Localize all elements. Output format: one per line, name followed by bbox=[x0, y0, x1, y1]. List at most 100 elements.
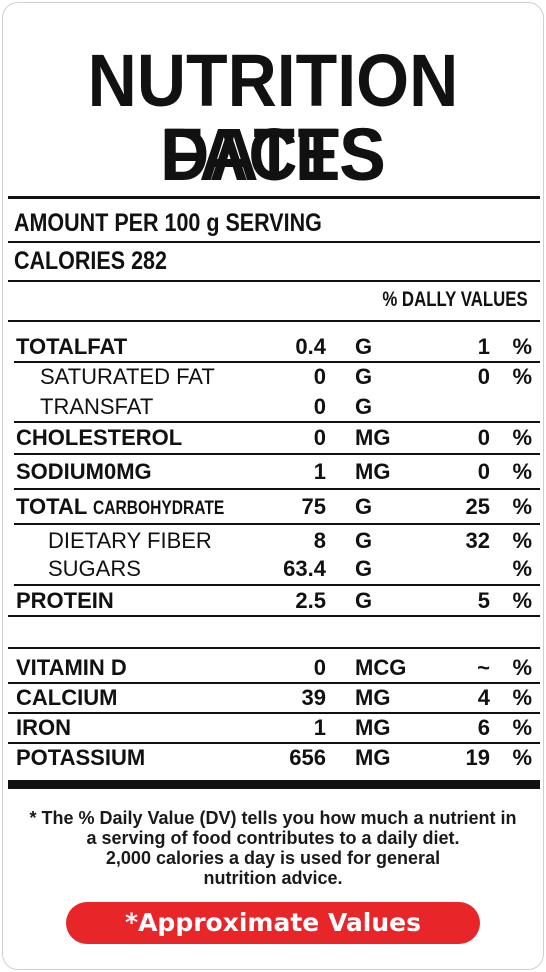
approximate-values-badge: *Approximate Values bbox=[66, 902, 480, 944]
nutrient-dv: 0 bbox=[477, 459, 490, 484]
percent-sign: % bbox=[512, 556, 532, 581]
nutrient-row-saturated-fat: SATURATED FAT 0 G 0 % bbox=[0, 362, 546, 392]
percent-sign: % bbox=[512, 494, 532, 519]
percent-sign: % bbox=[512, 588, 532, 613]
nutrient-row-iron: IRON 1 MG 6 % bbox=[0, 713, 546, 743]
divider bbox=[8, 647, 540, 649]
nutrient-name: CHOLESTEROL bbox=[16, 425, 183, 450]
nutrient-amount: 39 bbox=[301, 685, 326, 710]
nutrient-unit: MG bbox=[355, 425, 391, 450]
nutrient-unit: MG bbox=[355, 745, 391, 770]
nutrient-dv: 5 bbox=[477, 588, 490, 613]
nutrient-unit: G bbox=[355, 528, 373, 553]
percent-sign: % bbox=[512, 364, 532, 389]
calories: CALORIES 282 bbox=[14, 247, 167, 275]
nutrient-name: SATURATED FAT bbox=[40, 364, 215, 389]
divider bbox=[14, 453, 540, 455]
nutrient-row-sugars: SUGARS 63.4 G % bbox=[0, 554, 546, 584]
percent-sign: % bbox=[512, 528, 532, 553]
nutrient-row-cholesterol: CHOLESTEROL 0 MG 0 % bbox=[0, 423, 546, 453]
nutrient-amount: 0 bbox=[313, 394, 326, 419]
nutrient-unit: G bbox=[355, 494, 373, 519]
divider bbox=[8, 712, 540, 714]
footnote-line: a serving of food contributes to a daily… bbox=[86, 828, 460, 848]
thick-divider bbox=[8, 780, 540, 789]
nutrient-name: SODIUM0MG bbox=[16, 459, 152, 484]
nutrient-amount: 0 bbox=[313, 655, 326, 680]
divider bbox=[8, 241, 540, 243]
nutrient-row-protein: PROTEIN 2.5 G 5 % bbox=[0, 586, 546, 616]
nutrient-unit: G bbox=[355, 394, 373, 419]
nutrient-amount: 2.5 bbox=[295, 588, 326, 613]
nutrient-row-total-fat: TOTALFAT 0.4 G 1 % bbox=[0, 332, 546, 362]
nutrient-unit: MG bbox=[355, 715, 391, 740]
daily-values-header: % DALLY VALUES bbox=[382, 288, 528, 311]
nutrient-amount: 63.4 bbox=[283, 556, 326, 581]
divider bbox=[14, 584, 540, 586]
nutrient-unit: G bbox=[355, 334, 373, 359]
nutrient-unit: MCG bbox=[355, 655, 407, 680]
nutrient-amount: 0.4 bbox=[295, 334, 326, 359]
nutrient-amount: 75 bbox=[301, 494, 326, 519]
nutrient-name-part: TOTAL bbox=[16, 494, 87, 519]
divider bbox=[14, 361, 540, 363]
nutrient-row-trans-fat: TRANSFAT 0 G bbox=[0, 392, 546, 422]
percent-sign: % bbox=[512, 459, 532, 484]
nutrient-unit: MG bbox=[355, 459, 391, 484]
nutrient-row-dietary-fiber: DIETARY FIBER 8 G 32 % bbox=[0, 526, 546, 556]
percent-sign: % bbox=[512, 655, 532, 680]
nutrient-dv: ~ bbox=[477, 655, 490, 680]
divider bbox=[8, 196, 540, 199]
footnote-line: 2,000 calories a day is used for general bbox=[105, 848, 441, 868]
serving-size: AMOUNT PER 100 g SERVING bbox=[14, 209, 322, 237]
nutrient-dv: 6 bbox=[477, 715, 490, 740]
nutrient-name: TOTAL CARBOHYDRATE bbox=[16, 492, 253, 524]
footnote-line: * The % Daily Value (DV) tells you how m… bbox=[29, 808, 517, 828]
divider bbox=[14, 488, 540, 490]
label-title: NUTRITION FACTS bbox=[87, 39, 459, 196]
nutrient-dv: 25 bbox=[465, 494, 490, 519]
nutrient-unit: MG bbox=[355, 685, 391, 710]
nutrient-row-vitamin-d: VITAMIN D 0 MCG ~ % bbox=[0, 653, 546, 683]
nutrient-amount: 1 bbox=[313, 715, 326, 740]
divider bbox=[14, 523, 540, 525]
divider bbox=[8, 320, 540, 322]
nutrient-name: VITAMIN D bbox=[16, 655, 127, 680]
nutrient-name: IRON bbox=[16, 715, 71, 740]
footnote-line: nutrition advice. bbox=[203, 868, 343, 888]
percent-sign: % bbox=[512, 334, 532, 359]
nutrient-name: TRANSFAT bbox=[40, 394, 154, 419]
nutrient-row-sodium: SODIUM0MG 1 MG 0 % bbox=[0, 457, 546, 487]
nutrient-amount: 656 bbox=[289, 745, 326, 770]
nutrient-unit: G bbox=[355, 556, 373, 581]
percent-sign: % bbox=[512, 715, 532, 740]
nutrient-unit: G bbox=[355, 588, 373, 613]
percent-sign: % bbox=[512, 745, 532, 770]
nutrient-name: PROTEIN bbox=[16, 588, 114, 613]
nutrient-dv: 19 bbox=[465, 745, 490, 770]
nutrient-dv: 1 bbox=[477, 334, 490, 359]
nutrient-amount: 0 bbox=[313, 425, 326, 450]
nutrient-row-total-carbohydrate: TOTAL CARBOHYDRATE 75 G 25 % bbox=[0, 492, 546, 522]
nutrient-dv: 0 bbox=[477, 364, 490, 389]
nutrient-name: TOTALFAT bbox=[16, 334, 128, 359]
divider bbox=[8, 280, 540, 282]
food-name: DATES bbox=[160, 113, 386, 196]
footnote: * The % Daily Value (DV) tells you how m… bbox=[0, 808, 546, 888]
percent-sign: % bbox=[512, 425, 532, 450]
nutrient-row-calcium: CALCIUM 39 MG 4 % bbox=[0, 683, 546, 713]
divider bbox=[8, 615, 540, 617]
nutrient-dv: 4 bbox=[477, 685, 490, 710]
nutrient-amount: 8 bbox=[313, 528, 326, 553]
nutrient-amount: 1 bbox=[313, 459, 326, 484]
nutrient-amount: 0 bbox=[313, 364, 326, 389]
nutrient-name-part: CARBOHYDRATE bbox=[93, 498, 225, 519]
nutrient-row-potassium: POTASSIUM 656 MG 19 % bbox=[0, 743, 546, 773]
nutrient-name: SUGARS bbox=[48, 556, 141, 581]
divider bbox=[8, 682, 540, 684]
nutrient-unit: G bbox=[355, 364, 373, 389]
nutrient-name: CALCIUM bbox=[16, 685, 118, 710]
nutrient-name: POTASSIUM bbox=[16, 745, 146, 770]
divider bbox=[14, 421, 540, 423]
